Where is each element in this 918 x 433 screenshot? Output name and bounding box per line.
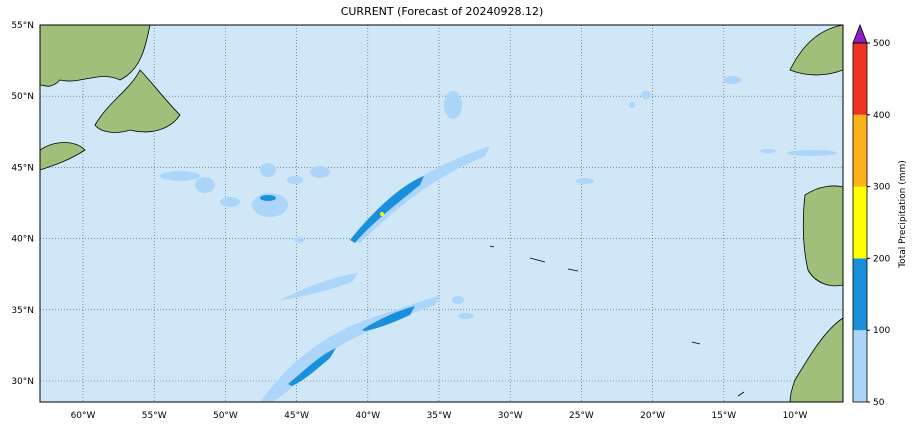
colorbar-segment — [853, 43, 867, 115]
lat-label: 45°N — [11, 163, 34, 173]
colorbar: 50 100 200 300 400 500 — [852, 23, 890, 408]
colorbar-tick-label: 200 — [873, 254, 890, 264]
colorbar-extend — [852, 23, 868, 44]
ocean — [40, 25, 843, 402]
colorbar-segment — [853, 258, 867, 331]
colorbar-tick-label: 500 — [873, 39, 890, 49]
lon-label: 60°W — [71, 411, 96, 421]
map-frame — [39, 24, 844, 403]
precip — [160, 76, 837, 402]
lat-label: 35°N — [11, 306, 34, 316]
colorbar-label: Total Precipitation (mm) — [898, 160, 908, 269]
lon-label: 35°W — [427, 411, 452, 421]
title: CURRENT (Forecast of 20240928.12) — [341, 5, 544, 18]
axis-labels: 55°N 50°N 45°N 40°N 35°N 30°N 60°W 55°W 50°W 45°W… — [11, 21, 807, 421]
lat-label: 30°N — [11, 377, 34, 387]
lon-label: 25°W — [569, 411, 594, 421]
colorbar-tick-label: 50 — [873, 398, 885, 408]
colorbar-segment — [853, 114, 867, 187]
lat-label: 55°N — [11, 21, 34, 31]
colorbar-tick-label: 300 — [873, 183, 890, 193]
lon-label: 10°W — [783, 411, 808, 421]
colorbar-tick-label: 400 — [873, 111, 890, 121]
colorbar-segment — [853, 330, 867, 402]
lon-label: 45°W — [284, 411, 309, 421]
lat-label: 50°N — [11, 92, 34, 102]
colorbar-tick-label: 100 — [873, 326, 890, 336]
lon-label: 20°W — [640, 411, 665, 421]
map-area — [40, 25, 843, 402]
colorbar-frame — [852, 42, 868, 403]
colorbar-segment — [853, 186, 867, 259]
precip-heavy — [260, 176, 424, 386]
lon-label: 40°W — [355, 411, 380, 421]
lon-label: 15°W — [711, 411, 736, 421]
graticule — [40, 25, 843, 402]
lon-label: 55°W — [142, 411, 167, 421]
land — [40, 25, 843, 402]
lon-label: 30°W — [498, 411, 523, 421]
lat-label: 40°N — [11, 235, 34, 245]
lon-label: 50°W — [213, 411, 238, 421]
